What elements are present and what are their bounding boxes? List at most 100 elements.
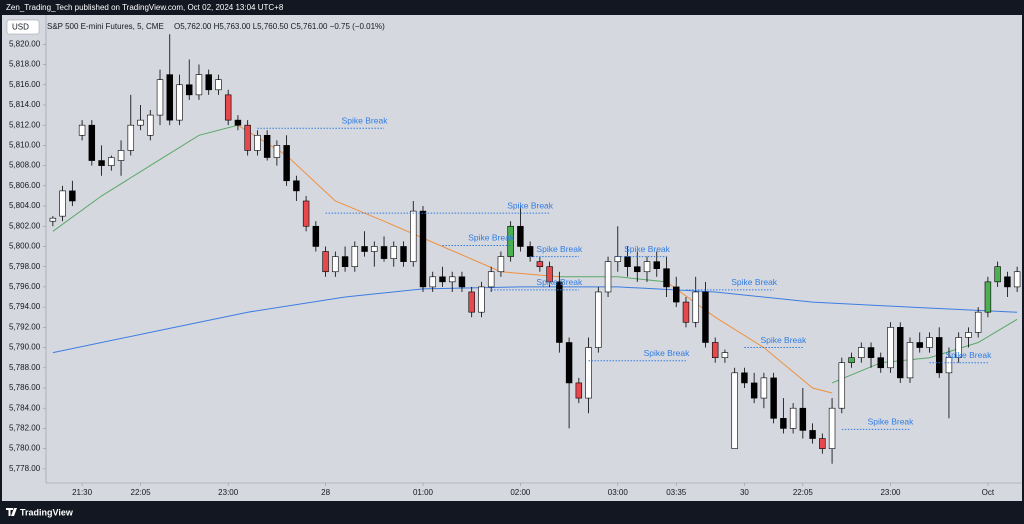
candle-body (955, 337, 962, 358)
candle-body (497, 256, 505, 273)
candle-body (565, 342, 573, 384)
moving-average (559, 276, 667, 283)
candle-body (458, 276, 466, 288)
x-tick-label: 22:05 (793, 488, 814, 497)
y-tick-label: 5,790.00 (9, 343, 41, 352)
candle-body (877, 357, 884, 369)
candle-body (799, 407, 807, 431)
candle-body (965, 332, 972, 338)
x-tick-label: 03:35 (666, 488, 687, 497)
y-tick-label: 5,784.00 (9, 403, 41, 412)
candle-body (166, 74, 173, 121)
candle-body (926, 337, 933, 348)
candle-body (780, 418, 787, 429)
spike-break-label: Spike Break (536, 277, 583, 287)
candle-body (195, 74, 203, 96)
y-tick-label: 5,816.00 (9, 80, 41, 89)
x-tick-label: Oct (982, 488, 995, 497)
x-tick-label: 03:00 (608, 488, 629, 497)
x-tick-label: 21:30 (72, 488, 93, 497)
spike-break-label: Spike Break (624, 244, 671, 254)
candle-body (935, 337, 943, 374)
candle-body (906, 342, 914, 379)
candle-body (351, 246, 359, 267)
candle-body (692, 291, 699, 323)
x-tick-label: 01:00 (413, 488, 434, 497)
y-tick-label: 5,806.00 (9, 181, 41, 190)
brand-logo (6, 508, 17, 516)
candle-body (624, 256, 631, 267)
candle-body (1004, 276, 1011, 288)
candle-body (682, 301, 690, 323)
y-tick-label: 5,814.00 (9, 100, 41, 109)
candle-body (487, 271, 495, 288)
candle-body (711, 342, 719, 358)
x-tick-label: 30 (740, 488, 749, 497)
candle-body (341, 256, 349, 267)
candle-body (283, 145, 290, 182)
candle-body (117, 150, 125, 161)
symbol: S&P 500 E-mini Futures, 5, CME (47, 22, 164, 31)
spike-break-label: Spike Break (468, 233, 515, 243)
candle-body (770, 377, 777, 419)
candle-body (760, 377, 768, 399)
candle-body (244, 124, 251, 151)
y-tick-label: 5,804.00 (9, 201, 41, 210)
candle-body (88, 124, 96, 161)
candle-body (273, 145, 281, 158)
y-tick-label: 5,780.00 (9, 444, 41, 453)
y-tick-label: 5,778.00 (9, 464, 41, 473)
spike-break-label: Spike Break (507, 200, 554, 210)
ohlc: O5,762.00 H5,763.00 L5,760.50 C5,761.00 … (174, 22, 385, 31)
candle-body (556, 281, 563, 343)
candle-body (604, 261, 612, 293)
candle-body (137, 119, 144, 126)
candle-body (819, 438, 826, 449)
candle-body (789, 407, 797, 429)
y-tick-label: 5,792.00 (9, 322, 41, 331)
candle-body (809, 430, 816, 439)
y-tick-label: 5,788.00 (9, 363, 41, 372)
candle-body (750, 382, 758, 399)
candle-body (526, 246, 534, 257)
candle-body (614, 256, 622, 262)
spike-break-label: Spike Break (868, 417, 915, 427)
candle-body (439, 276, 446, 283)
candle-body (322, 251, 329, 273)
candle-body (653, 261, 660, 270)
candle-body (848, 357, 855, 364)
candle-body (945, 357, 953, 374)
candle-body (127, 124, 135, 151)
y-tick-label: 5,794.00 (9, 302, 41, 311)
y-tick-label: 5,798.00 (9, 262, 41, 271)
candle-body (176, 84, 183, 121)
candle-body (215, 79, 222, 91)
candle-body (634, 266, 641, 273)
spike-break-label: Spike Break (946, 350, 993, 360)
candle-body (858, 347, 865, 358)
currency-box (6, 19, 40, 35)
candle-body (731, 372, 738, 449)
candle-body (108, 157, 115, 166)
candle-body (828, 407, 836, 449)
candle-body (69, 190, 76, 202)
x-tick-label: 23:00 (218, 488, 239, 497)
candle-body (361, 246, 368, 252)
candle-body (293, 180, 300, 192)
spike-break-label: Spike Break (536, 244, 583, 254)
candle-body (838, 362, 846, 409)
candle-body (741, 372, 748, 384)
candle-body (263, 134, 271, 158)
candle-body (410, 210, 417, 262)
candle-body (507, 225, 514, 257)
spike-break-label: Spike Break (644, 348, 691, 358)
candle-body (380, 246, 388, 259)
candle-body (302, 200, 310, 227)
spike-break-label: Spike Break (342, 115, 389, 125)
y-tick-label: 5,810.00 (9, 141, 41, 150)
publish-title: Zen_Trading_Tech published on TradingVie… (6, 3, 284, 12)
y-tick-label: 5,812.00 (9, 120, 41, 129)
spike-break-label: Spike Break (760, 335, 807, 345)
candle-body (429, 276, 436, 288)
y-tick-label: 5,820.00 (9, 39, 41, 48)
